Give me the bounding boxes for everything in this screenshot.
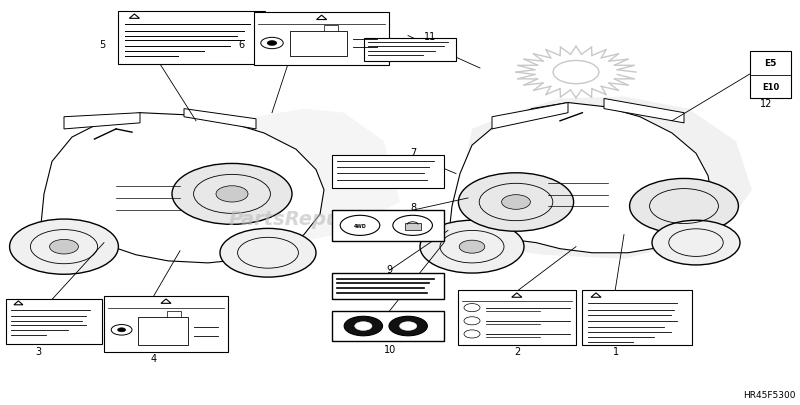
Bar	[364, 39, 456, 62]
Polygon shape	[200, 109, 400, 263]
Text: 9: 9	[386, 264, 393, 274]
Circle shape	[267, 41, 277, 46]
Bar	[6, 299, 102, 344]
Bar	[332, 311, 444, 341]
Text: 5: 5	[99, 40, 106, 50]
Text: 4: 4	[150, 354, 157, 363]
Polygon shape	[492, 103, 568, 130]
Polygon shape	[40, 113, 324, 263]
Text: 8: 8	[410, 202, 417, 212]
Bar	[290, 32, 347, 57]
Text: 3: 3	[35, 347, 42, 356]
Circle shape	[652, 221, 740, 265]
Bar	[458, 290, 576, 345]
Bar	[405, 224, 421, 231]
Circle shape	[172, 164, 292, 225]
Circle shape	[118, 328, 126, 332]
Circle shape	[630, 179, 738, 234]
Circle shape	[458, 173, 574, 232]
Text: HR45F5300: HR45F5300	[743, 390, 796, 399]
Circle shape	[399, 322, 417, 330]
Bar	[254, 13, 389, 66]
Polygon shape	[448, 103, 712, 253]
Circle shape	[344, 317, 382, 336]
Polygon shape	[448, 97, 752, 259]
Text: PartsRepublic: PartsRepublic	[229, 209, 379, 228]
Circle shape	[389, 317, 427, 336]
Text: 2: 2	[514, 347, 521, 356]
Bar	[138, 317, 188, 345]
Bar	[104, 296, 228, 352]
Circle shape	[502, 195, 530, 210]
Text: E10: E10	[762, 83, 779, 92]
Text: 4WD: 4WD	[354, 223, 366, 228]
Text: E5: E5	[764, 59, 777, 68]
Circle shape	[220, 229, 316, 277]
Text: 1: 1	[613, 347, 619, 356]
Circle shape	[459, 241, 485, 254]
Bar	[332, 273, 444, 300]
Bar	[750, 51, 791, 99]
Bar	[167, 311, 181, 317]
Text: 10: 10	[383, 344, 396, 354]
Bar	[118, 12, 265, 65]
Polygon shape	[184, 109, 256, 130]
Text: 7: 7	[410, 148, 417, 158]
Bar	[324, 26, 338, 32]
Circle shape	[553, 61, 599, 85]
Circle shape	[420, 221, 524, 273]
Bar	[332, 156, 444, 188]
Circle shape	[50, 240, 78, 254]
Text: 11: 11	[424, 32, 437, 42]
Text: 12: 12	[760, 98, 773, 108]
Circle shape	[10, 220, 118, 275]
Circle shape	[354, 322, 372, 330]
Circle shape	[216, 186, 248, 202]
Polygon shape	[604, 99, 684, 124]
Text: 6: 6	[238, 40, 245, 50]
Bar	[332, 211, 444, 241]
Polygon shape	[64, 113, 140, 130]
Bar	[582, 290, 692, 345]
